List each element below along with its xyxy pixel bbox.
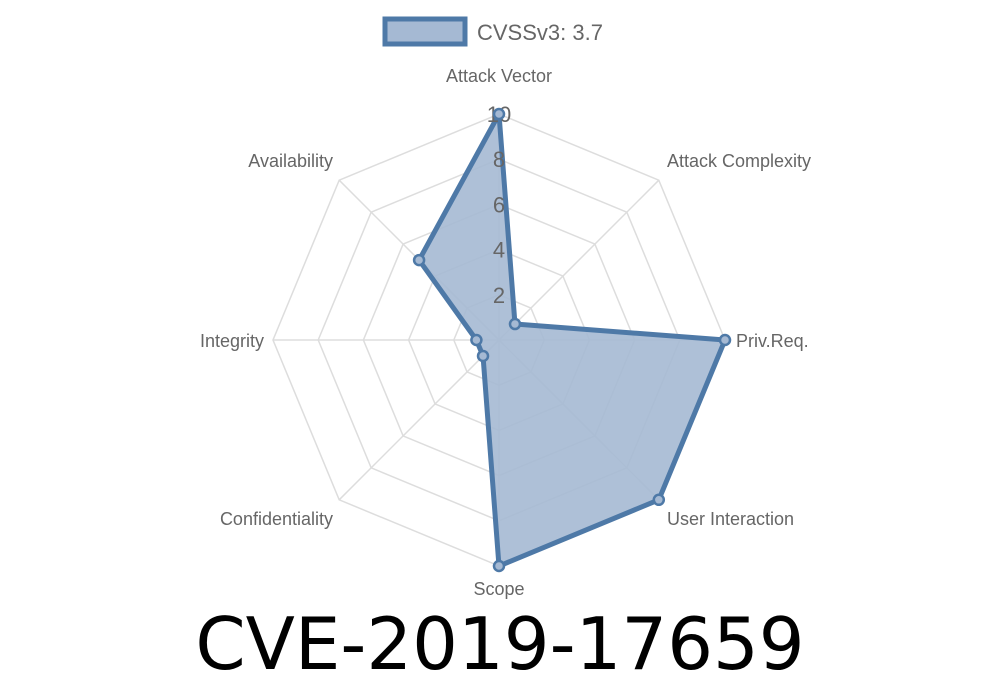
- axis-label: Confidentiality: [220, 509, 333, 529]
- grid-spoke: [338, 339, 500, 501]
- data-point: [492, 107, 506, 121]
- grid-spoke: [498, 179, 660, 341]
- legend-label: CVSSv3: 3.7: [477, 20, 603, 45]
- tick-label: 8: [493, 147, 505, 172]
- cve-title: CVE-2019-17659: [195, 602, 805, 686]
- data-point: [412, 253, 426, 267]
- axis-label: User Interaction: [667, 509, 794, 529]
- data-point: [492, 559, 506, 573]
- axis-label: Attack Vector: [446, 66, 552, 86]
- data-point: [476, 349, 490, 363]
- axis-label: Scope: [473, 579, 524, 599]
- data-point: [652, 493, 666, 507]
- data-point: [508, 317, 522, 331]
- axis-label: Attack Complexity: [667, 151, 811, 171]
- legend-swatch: [382, 16, 468, 47]
- tick-label: 6: [493, 192, 505, 217]
- axis-label: Availability: [248, 151, 333, 171]
- tick-label: 4: [493, 238, 505, 263]
- data-point: [718, 333, 732, 347]
- axis-label: Integrity: [200, 331, 264, 351]
- axis-label: Priv.Req.: [736, 331, 809, 351]
- data-point: [470, 333, 483, 347]
- tick-label: 2: [493, 283, 505, 308]
